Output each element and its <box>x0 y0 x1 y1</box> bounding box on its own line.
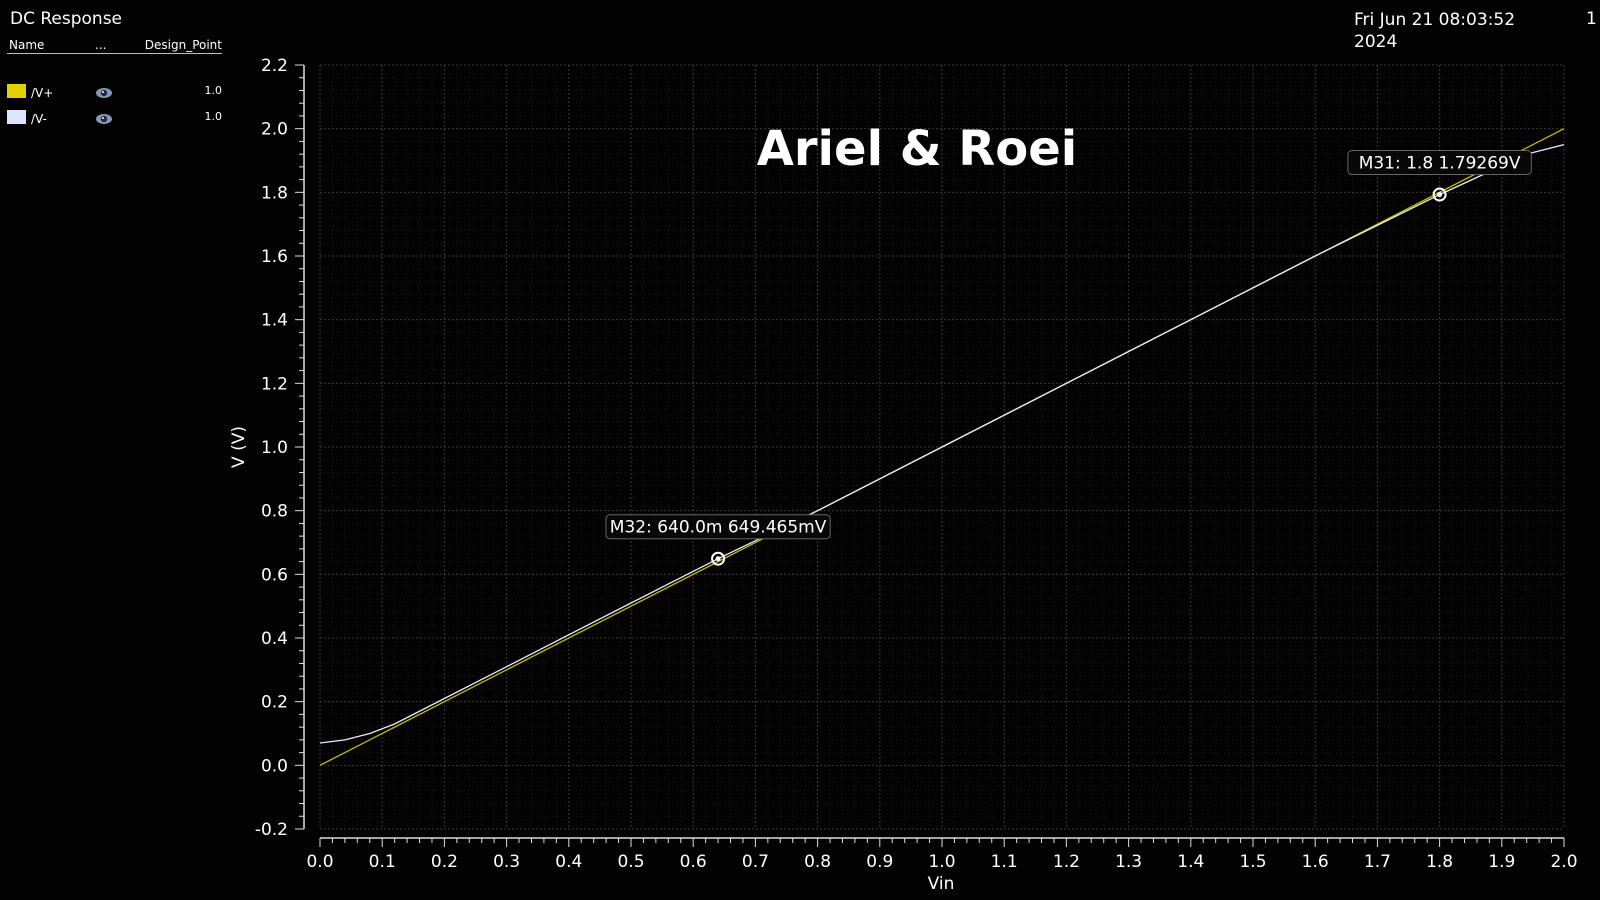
x-axis-label: Vin <box>928 874 955 894</box>
legend-item-label: /V- <box>31 112 47 126</box>
y-tick-label: 0.2 <box>261 693 288 713</box>
y-tick-label: 1.8 <box>261 183 288 203</box>
marker-dot <box>715 556 721 562</box>
x-tick-label: 1.3 <box>1115 852 1142 872</box>
legend-item-vminus[interactable]: /V- 1.0 <box>7 110 222 128</box>
datetime-line1: Fri Jun 21 08:03:52 <box>1354 10 1516 30</box>
x-tick-label: 0.0 <box>306 852 333 872</box>
marker-dot <box>1437 192 1443 198</box>
y-tick-label: 2.2 <box>261 56 288 76</box>
x-tick-label: 1.9 <box>1488 852 1515 872</box>
legend-header-dots: ... <box>95 38 107 52</box>
window-title: DC Response <box>10 9 123 29</box>
legend-header-name: Name <box>9 38 45 52</box>
y-axis-label: V (V) <box>229 426 249 468</box>
x-tick-label: 2.0 <box>1550 852 1577 872</box>
marker-0[interactable]: M32: 640.0m 649.465mV <box>605 514 831 566</box>
x-tick-label: 0.8 <box>804 852 831 872</box>
x-tick-label: 1.8 <box>1426 852 1453 872</box>
y-tick-label: 1.4 <box>261 311 288 331</box>
marker-label: M31: 1.8 1.79269V <box>1359 154 1521 174</box>
y-tick-label: 0.8 <box>261 502 288 522</box>
y-tick-label: 2.0 <box>261 120 288 140</box>
x-tick-label: 0.7 <box>742 852 769 872</box>
x-tick-label: 1.0 <box>928 852 955 872</box>
y-tick-label: 1.0 <box>261 438 288 458</box>
x-tick-label: 0.4 <box>555 852 582 872</box>
y-tick-label: -0.2 <box>255 820 288 840</box>
x-tick-label: 0.5 <box>617 852 644 872</box>
marker-label: M32: 640.0m 649.465mV <box>610 518 827 538</box>
y-tick-label: 0.6 <box>261 565 288 585</box>
x-tick-label: 1.6 <box>1302 852 1329 872</box>
y-tick-label: 0.0 <box>261 756 288 776</box>
legend-item-label: /V+ <box>31 86 54 100</box>
x-tick-label: 1.1 <box>991 852 1018 872</box>
marker-ring <box>1432 187 1447 202</box>
markers[interactable]: M32: 640.0m 649.465mV M31: 1.8 1.79269V <box>605 150 1532 566</box>
y-tick-label: 1.6 <box>261 247 288 267</box>
marker-label-box <box>605 514 831 540</box>
x-tick-label: 1.7 <box>1364 852 1391 872</box>
chart-title: Ariel & Roei <box>757 121 1078 177</box>
x-tick-label: 1.2 <box>1053 852 1080 872</box>
x-tick-label: 0.6 <box>680 852 707 872</box>
x-tick-label: 0.1 <box>369 852 396 872</box>
legend-item-value: 1.0 <box>204 84 223 97</box>
legend-header-design-point: Design_Point <box>144 38 222 52</box>
eye-icon[interactable] <box>95 84 113 100</box>
datetime-label: Fri Jun 21 08:03:52 2024 <box>1354 9 1544 53</box>
marker-ring <box>711 551 726 566</box>
legend-item-vplus[interactable]: /V+ 1.0 <box>7 84 222 102</box>
x-tick-label: 0.2 <box>431 852 458 872</box>
datetime-line2: 2024 <box>1354 32 1398 52</box>
y-tick-label: 0.4 <box>261 629 288 649</box>
legend-swatch-vminus <box>7 110 26 124</box>
x-tick-label: 1.5 <box>1239 852 1266 872</box>
y-tick-label: 1.2 <box>261 374 288 394</box>
x-tick-label: 0.3 <box>493 852 520 872</box>
legend-header: Name ... Design_Point <box>7 38 222 54</box>
axes: -0.2 0.0 0.2 0.4 0.6 0.8 1.0 1.2 1.4 1.6 1.8 2.0 2.2… <box>255 56 1578 872</box>
grid-lines <box>319 64 1565 830</box>
eye-icon[interactable] <box>95 110 113 126</box>
legend-swatch-vplus <box>7 84 26 98</box>
marker-label-box <box>1347 150 1532 176</box>
marker-1[interactable]: M31: 1.8 1.79269V <box>1347 150 1532 202</box>
page-number: 1 <box>1586 9 1597 29</box>
legend-item-value: 1.0 <box>204 110 223 123</box>
x-tick-label: 1.4 <box>1177 852 1204 872</box>
x-tick-label: 0.9 <box>866 852 893 872</box>
